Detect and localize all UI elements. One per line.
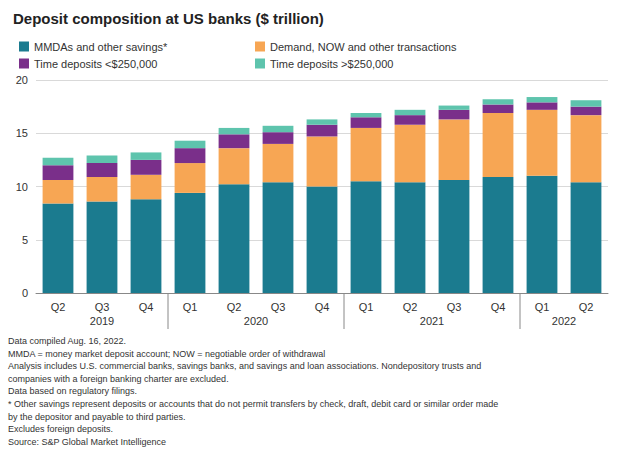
svg-text:Q2: Q2 bbox=[403, 301, 418, 313]
svg-text:10: 10 bbox=[16, 181, 28, 193]
html-text:Data compiled Aug. 16, 2022.: Data compiled Aug. 16, 2022. bbox=[8, 336, 127, 346]
svg-text:Q2: Q2 bbox=[51, 301, 66, 313]
html-text:MMDA = money market deposit ac: MMDA = money market deposit account; NOW… bbox=[8, 348, 326, 359]
svg-text:Q4: Q4 bbox=[315, 301, 330, 313]
svg-text:2020: 2020 bbox=[244, 315, 268, 327]
html-text:Source: S&P Global Market Inte: Source: S&P Global Market Intelligence bbox=[8, 436, 166, 447]
svg-text:2019: 2019 bbox=[90, 315, 114, 327]
svg-text:Time deposits <$250,000: Time deposits <$250,000 bbox=[34, 58, 157, 70]
html-text:Analysis includes U.S. commerc: Analysis includes U.S. commercial banks,… bbox=[8, 361, 482, 372]
svg-text:Q3: Q3 bbox=[447, 301, 462, 313]
svg-text:Q1: Q1 bbox=[359, 301, 374, 313]
svg-text:Q3: Q3 bbox=[95, 301, 110, 313]
svg-text:Time deposits >$250,000: Time deposits >$250,000 bbox=[270, 58, 393, 70]
html-text:companies with a foreign banki: companies with a foreign banking charter… bbox=[8, 373, 229, 384]
html-text:Data based on regulatory filin: Data based on regulatory filings. bbox=[8, 386, 138, 397]
html-text:* Other savings represent depo: * Other savings represent deposits or ac… bbox=[8, 399, 499, 409]
svg-text:Q2: Q2 bbox=[227, 301, 242, 313]
svg-text:15: 15 bbox=[16, 127, 28, 139]
svg-text:Deposit composition at US bank: Deposit composition at US banks ($ trill… bbox=[13, 10, 324, 27]
svg-text:2022: 2022 bbox=[552, 315, 576, 327]
svg-text:Q4: Q4 bbox=[139, 301, 154, 313]
html-text:Excludes foreign deposits.: Excludes foreign deposits. bbox=[8, 424, 114, 435]
svg-text:Q2: Q2 bbox=[579, 301, 594, 313]
svg-text:Demand, NOW and other transact: Demand, NOW and other transactions bbox=[270, 41, 457, 53]
svg-text:20: 20 bbox=[16, 74, 28, 86]
svg-text:0: 0 bbox=[22, 287, 28, 299]
html-text:by the depositor and payable t: by the depositor and payable to third pa… bbox=[8, 411, 186, 422]
svg-text:Q3: Q3 bbox=[271, 301, 286, 313]
svg-text:2021: 2021 bbox=[420, 315, 444, 327]
svg-text:5: 5 bbox=[22, 234, 28, 246]
svg-text:Q1: Q1 bbox=[183, 301, 198, 313]
svg-text:Q4: Q4 bbox=[491, 301, 506, 313]
svg-text:MMDAs and other savings*: MMDAs and other savings* bbox=[34, 41, 168, 53]
svg-text:Q1: Q1 bbox=[535, 301, 550, 313]
